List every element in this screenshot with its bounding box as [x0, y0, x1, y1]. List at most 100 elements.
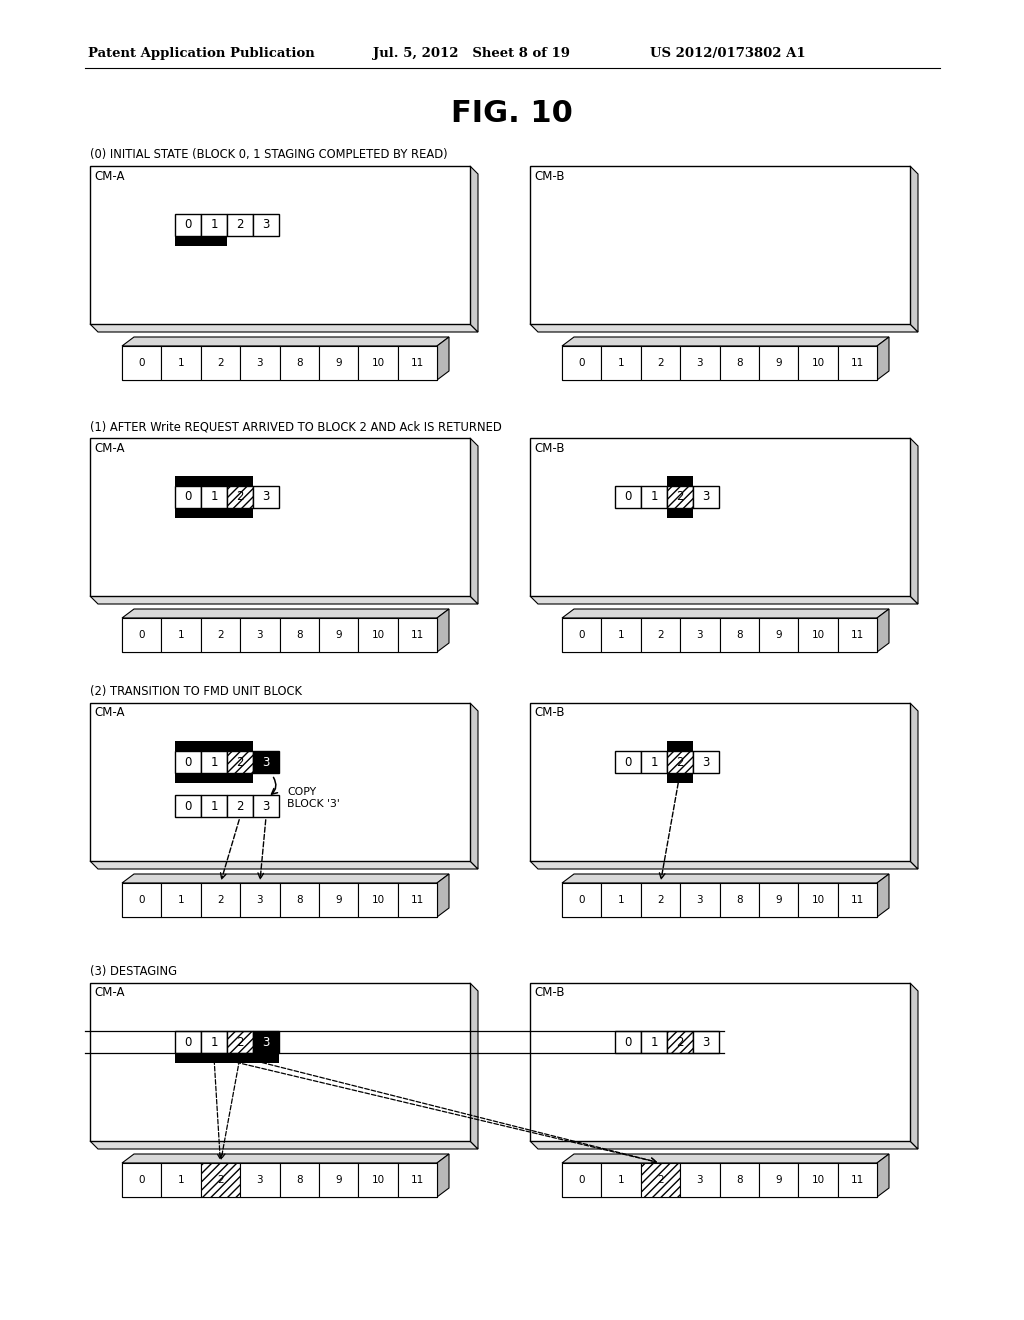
- Bar: [162, 1163, 201, 1197]
- Text: 0: 0: [184, 755, 191, 768]
- Text: CM-A: CM-A: [94, 169, 125, 182]
- Bar: [358, 883, 397, 917]
- Text: (0) INITIAL STATE (BLOCK 0, 1 STAGING COMPLETED BY READ): (0) INITIAL STATE (BLOCK 0, 1 STAGING CO…: [90, 148, 447, 161]
- Text: 1: 1: [650, 491, 657, 503]
- Bar: [601, 883, 641, 917]
- Text: 9: 9: [335, 895, 342, 906]
- Bar: [641, 486, 667, 508]
- Text: 2: 2: [237, 219, 244, 231]
- Text: COPY
BLOCK '3': COPY BLOCK '3': [287, 787, 340, 809]
- Bar: [175, 751, 201, 774]
- Bar: [562, 1163, 601, 1197]
- Bar: [358, 1163, 397, 1197]
- Bar: [227, 751, 253, 774]
- Bar: [201, 751, 227, 774]
- Bar: [562, 618, 601, 652]
- Polygon shape: [437, 874, 449, 917]
- Bar: [680, 1163, 720, 1197]
- Bar: [175, 774, 253, 783]
- Bar: [759, 1163, 799, 1197]
- Bar: [318, 346, 358, 380]
- Polygon shape: [90, 1140, 478, 1148]
- Bar: [162, 883, 201, 917]
- Text: 0: 0: [138, 1175, 145, 1185]
- Bar: [720, 346, 759, 380]
- Bar: [615, 486, 641, 508]
- Bar: [838, 1163, 877, 1197]
- Text: 3: 3: [256, 630, 263, 640]
- Bar: [799, 1163, 838, 1197]
- Bar: [759, 618, 799, 652]
- Text: 10: 10: [811, 358, 824, 368]
- Text: CM-A: CM-A: [94, 986, 125, 999]
- Polygon shape: [910, 438, 918, 605]
- Polygon shape: [562, 609, 889, 618]
- Text: 3: 3: [256, 358, 263, 368]
- Text: 1: 1: [617, 1175, 625, 1185]
- Bar: [641, 751, 667, 774]
- Bar: [397, 883, 437, 917]
- Text: 8: 8: [736, 630, 742, 640]
- Bar: [201, 1163, 240, 1197]
- Text: 3: 3: [696, 358, 703, 368]
- Bar: [358, 346, 397, 380]
- Bar: [720, 1163, 759, 1197]
- Polygon shape: [910, 983, 918, 1148]
- Text: 9: 9: [775, 1175, 782, 1185]
- Text: 1: 1: [210, 755, 218, 768]
- Text: 2: 2: [657, 895, 664, 906]
- Text: 0: 0: [625, 1035, 632, 1048]
- Bar: [693, 751, 719, 774]
- Bar: [680, 883, 720, 917]
- Bar: [667, 508, 693, 517]
- Polygon shape: [122, 1154, 449, 1163]
- Polygon shape: [562, 874, 889, 883]
- Bar: [280, 618, 318, 652]
- Bar: [667, 774, 693, 783]
- Bar: [90, 166, 470, 323]
- Bar: [397, 618, 437, 652]
- Bar: [122, 618, 162, 652]
- Bar: [720, 618, 759, 652]
- Bar: [759, 883, 799, 917]
- Bar: [122, 1163, 162, 1197]
- Polygon shape: [877, 1154, 889, 1197]
- Text: 9: 9: [775, 630, 782, 640]
- Bar: [530, 704, 910, 861]
- Text: 2: 2: [676, 755, 684, 768]
- Bar: [227, 795, 253, 817]
- Text: 10: 10: [372, 895, 384, 906]
- Bar: [90, 704, 470, 861]
- Text: 3: 3: [702, 491, 710, 503]
- Text: 1: 1: [617, 630, 625, 640]
- Polygon shape: [562, 1154, 889, 1163]
- Text: 8: 8: [736, 358, 742, 368]
- Text: 2: 2: [237, 491, 244, 503]
- Text: 0: 0: [625, 755, 632, 768]
- Text: 9: 9: [775, 895, 782, 906]
- Polygon shape: [530, 323, 918, 333]
- Bar: [201, 883, 240, 917]
- Bar: [227, 1031, 253, 1053]
- Bar: [175, 741, 253, 751]
- Bar: [799, 618, 838, 652]
- Bar: [122, 883, 437, 917]
- Bar: [162, 618, 201, 652]
- Text: 2: 2: [676, 1035, 684, 1048]
- Text: 0: 0: [184, 491, 191, 503]
- Text: 0: 0: [184, 800, 191, 813]
- Bar: [318, 883, 358, 917]
- Bar: [693, 486, 719, 508]
- Text: 3: 3: [696, 1175, 703, 1185]
- Text: 3: 3: [262, 800, 269, 813]
- Text: CM-B: CM-B: [534, 986, 564, 999]
- Bar: [122, 1163, 437, 1197]
- Text: (1) AFTER Write REQUEST ARRIVED TO BLOCK 2 AND Ack IS RETURNED: (1) AFTER Write REQUEST ARRIVED TO BLOCK…: [90, 420, 502, 433]
- Text: 0: 0: [579, 1175, 585, 1185]
- Text: 3: 3: [262, 219, 269, 231]
- Bar: [122, 618, 437, 652]
- Text: 11: 11: [851, 895, 864, 906]
- Bar: [280, 346, 318, 380]
- Text: 11: 11: [851, 358, 864, 368]
- Text: 0: 0: [579, 630, 585, 640]
